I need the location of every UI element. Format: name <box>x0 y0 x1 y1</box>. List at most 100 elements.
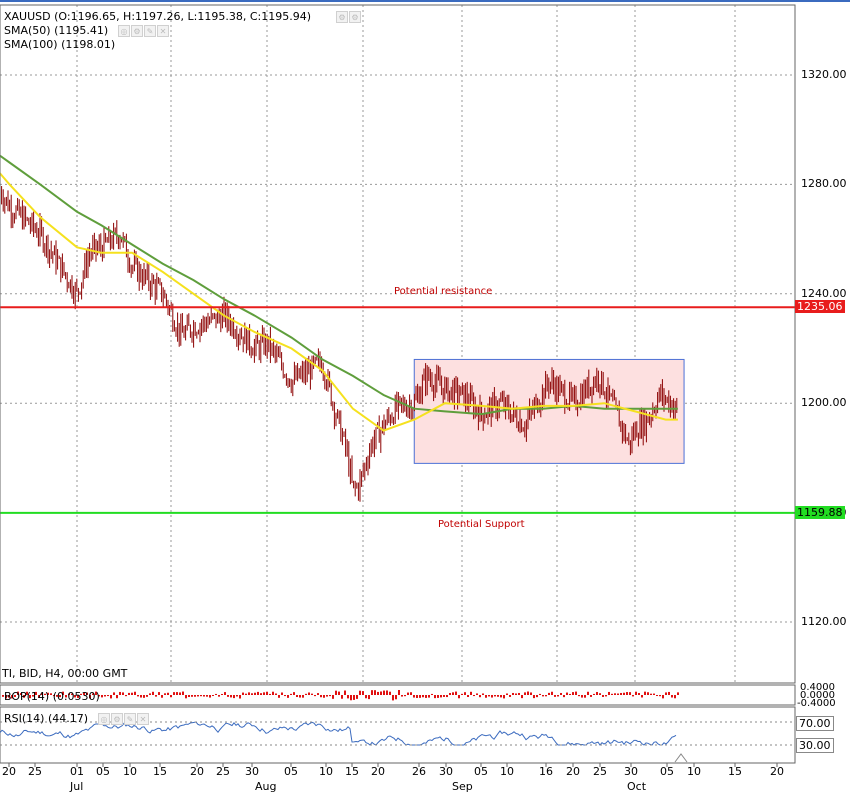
bop-bar <box>158 692 160 695</box>
x-month-label: Jul <box>70 780 84 793</box>
bop-bar <box>131 692 133 695</box>
bop-bar <box>353 695 355 700</box>
settings-icon[interactable]: ⚙ <box>111 713 123 725</box>
bop-bar <box>254 692 256 695</box>
bop-bar <box>80 693 82 695</box>
x-tick-label: 10 <box>500 765 514 778</box>
bop-bar <box>359 690 361 695</box>
bop-bar <box>545 695 547 697</box>
bop-bar <box>299 695 301 698</box>
bop-bar <box>347 695 349 699</box>
bop-bar <box>296 695 298 698</box>
y-tick-label: 1200.00 <box>801 396 847 410</box>
bop-bar <box>215 693 217 695</box>
bop-bar <box>416 695 418 698</box>
potential-resistance-text[interactable]: Potential resistance <box>394 286 493 297</box>
bop-bar <box>17 691 19 695</box>
bop-bar <box>401 695 403 697</box>
bop-bar <box>272 691 274 695</box>
bop-bar <box>23 695 25 698</box>
bop-bar <box>659 695 661 697</box>
bop-bar <box>269 693 271 695</box>
bop-bar <box>539 693 541 695</box>
bop-bar <box>152 691 154 695</box>
bop-bar <box>587 691 589 695</box>
bop-bar <box>611 693 613 695</box>
bop-bar <box>329 695 331 697</box>
bop-bar <box>35 691 37 695</box>
settings-icon[interactable]: ⚙ <box>336 11 348 23</box>
bop-bar <box>314 695 316 697</box>
bop-panel-frame <box>0 684 796 706</box>
x-tick-label: 20 <box>190 765 204 778</box>
rsi-line <box>0 721 677 746</box>
bop-bar <box>665 692 667 695</box>
bop-bar <box>512 692 514 695</box>
bop-bar <box>647 692 649 695</box>
bop-bar <box>83 692 85 695</box>
bop-bar <box>317 693 319 695</box>
settings-icon[interactable]: ⚙ <box>131 25 143 37</box>
bop-bar <box>242 692 244 695</box>
bop-bar <box>170 695 172 698</box>
bop-bar <box>284 695 286 697</box>
x-tick-label: 16 <box>539 765 553 778</box>
edit-icon[interactable]: ✎ <box>144 25 156 37</box>
rsi-icons: ◎ ⚙ ✎ ✕ <box>98 713 149 725</box>
close-icon[interactable]: ✕ <box>157 25 169 37</box>
x-tick-label: 10 <box>123 765 137 778</box>
bop-bar <box>26 691 28 695</box>
bop-bar <box>176 692 178 695</box>
bop-bar <box>161 695 163 698</box>
edit-icon[interactable]: ✎ <box>124 713 136 725</box>
bop-bar <box>14 695 16 697</box>
rsi-level-70: 70.00 <box>796 716 834 731</box>
x-tick-label: 26 <box>412 765 426 778</box>
bop-bar <box>74 695 76 698</box>
bop-bar <box>65 695 67 698</box>
x-tick-label: 05 <box>474 765 488 778</box>
bop-bar <box>29 695 31 699</box>
bop-bar <box>104 695 106 697</box>
main-panel-frame <box>0 4 796 684</box>
bop-bar <box>443 695 445 697</box>
bop-bar <box>581 695 583 698</box>
bop-bar <box>191 695 193 697</box>
bop-bar <box>533 695 535 699</box>
bop-bar <box>536 695 538 698</box>
bop-bar <box>623 692 625 695</box>
consolidation-range-box[interactable] <box>413 358 685 464</box>
bop-bar <box>209 695 211 698</box>
potential-support-text[interactable]: Potential Support <box>438 519 525 530</box>
eye-icon[interactable]: ◎ <box>98 713 110 725</box>
bop-bar <box>506 693 508 695</box>
bop-bar <box>410 692 412 695</box>
bop-bar <box>107 695 109 697</box>
bop-bar <box>38 695 40 699</box>
bop-bar <box>221 693 223 695</box>
x-tick-label: 25 <box>593 765 607 778</box>
bop-bar <box>476 693 478 695</box>
bop-bar <box>143 695 145 698</box>
bop-bar <box>389 691 391 695</box>
panel-frames <box>0 0 850 764</box>
bop-bar <box>290 693 292 695</box>
bop-bar <box>212 695 214 697</box>
x-tick-label: 05 <box>96 765 110 778</box>
bop-bar <box>656 695 658 697</box>
bop-bar <box>461 693 463 695</box>
bop-bar <box>392 695 394 701</box>
bop-bar <box>344 690 346 695</box>
bop-bar <box>431 693 433 695</box>
close-icon[interactable]: ✕ <box>137 713 149 725</box>
bop-bar <box>137 695 139 697</box>
bop-bar <box>302 695 304 698</box>
bop-bar <box>122 692 124 695</box>
support-price-tag: 1159.88 <box>795 505 845 519</box>
eye-icon[interactable]: ◎ <box>118 25 130 37</box>
bop-bar <box>20 693 22 695</box>
bop-bar <box>638 693 640 695</box>
bop-bar <box>383 690 385 695</box>
symbol-icons: ⚙ ⚙ <box>336 11 361 23</box>
properties-icon[interactable]: ⚙ <box>349 11 361 23</box>
